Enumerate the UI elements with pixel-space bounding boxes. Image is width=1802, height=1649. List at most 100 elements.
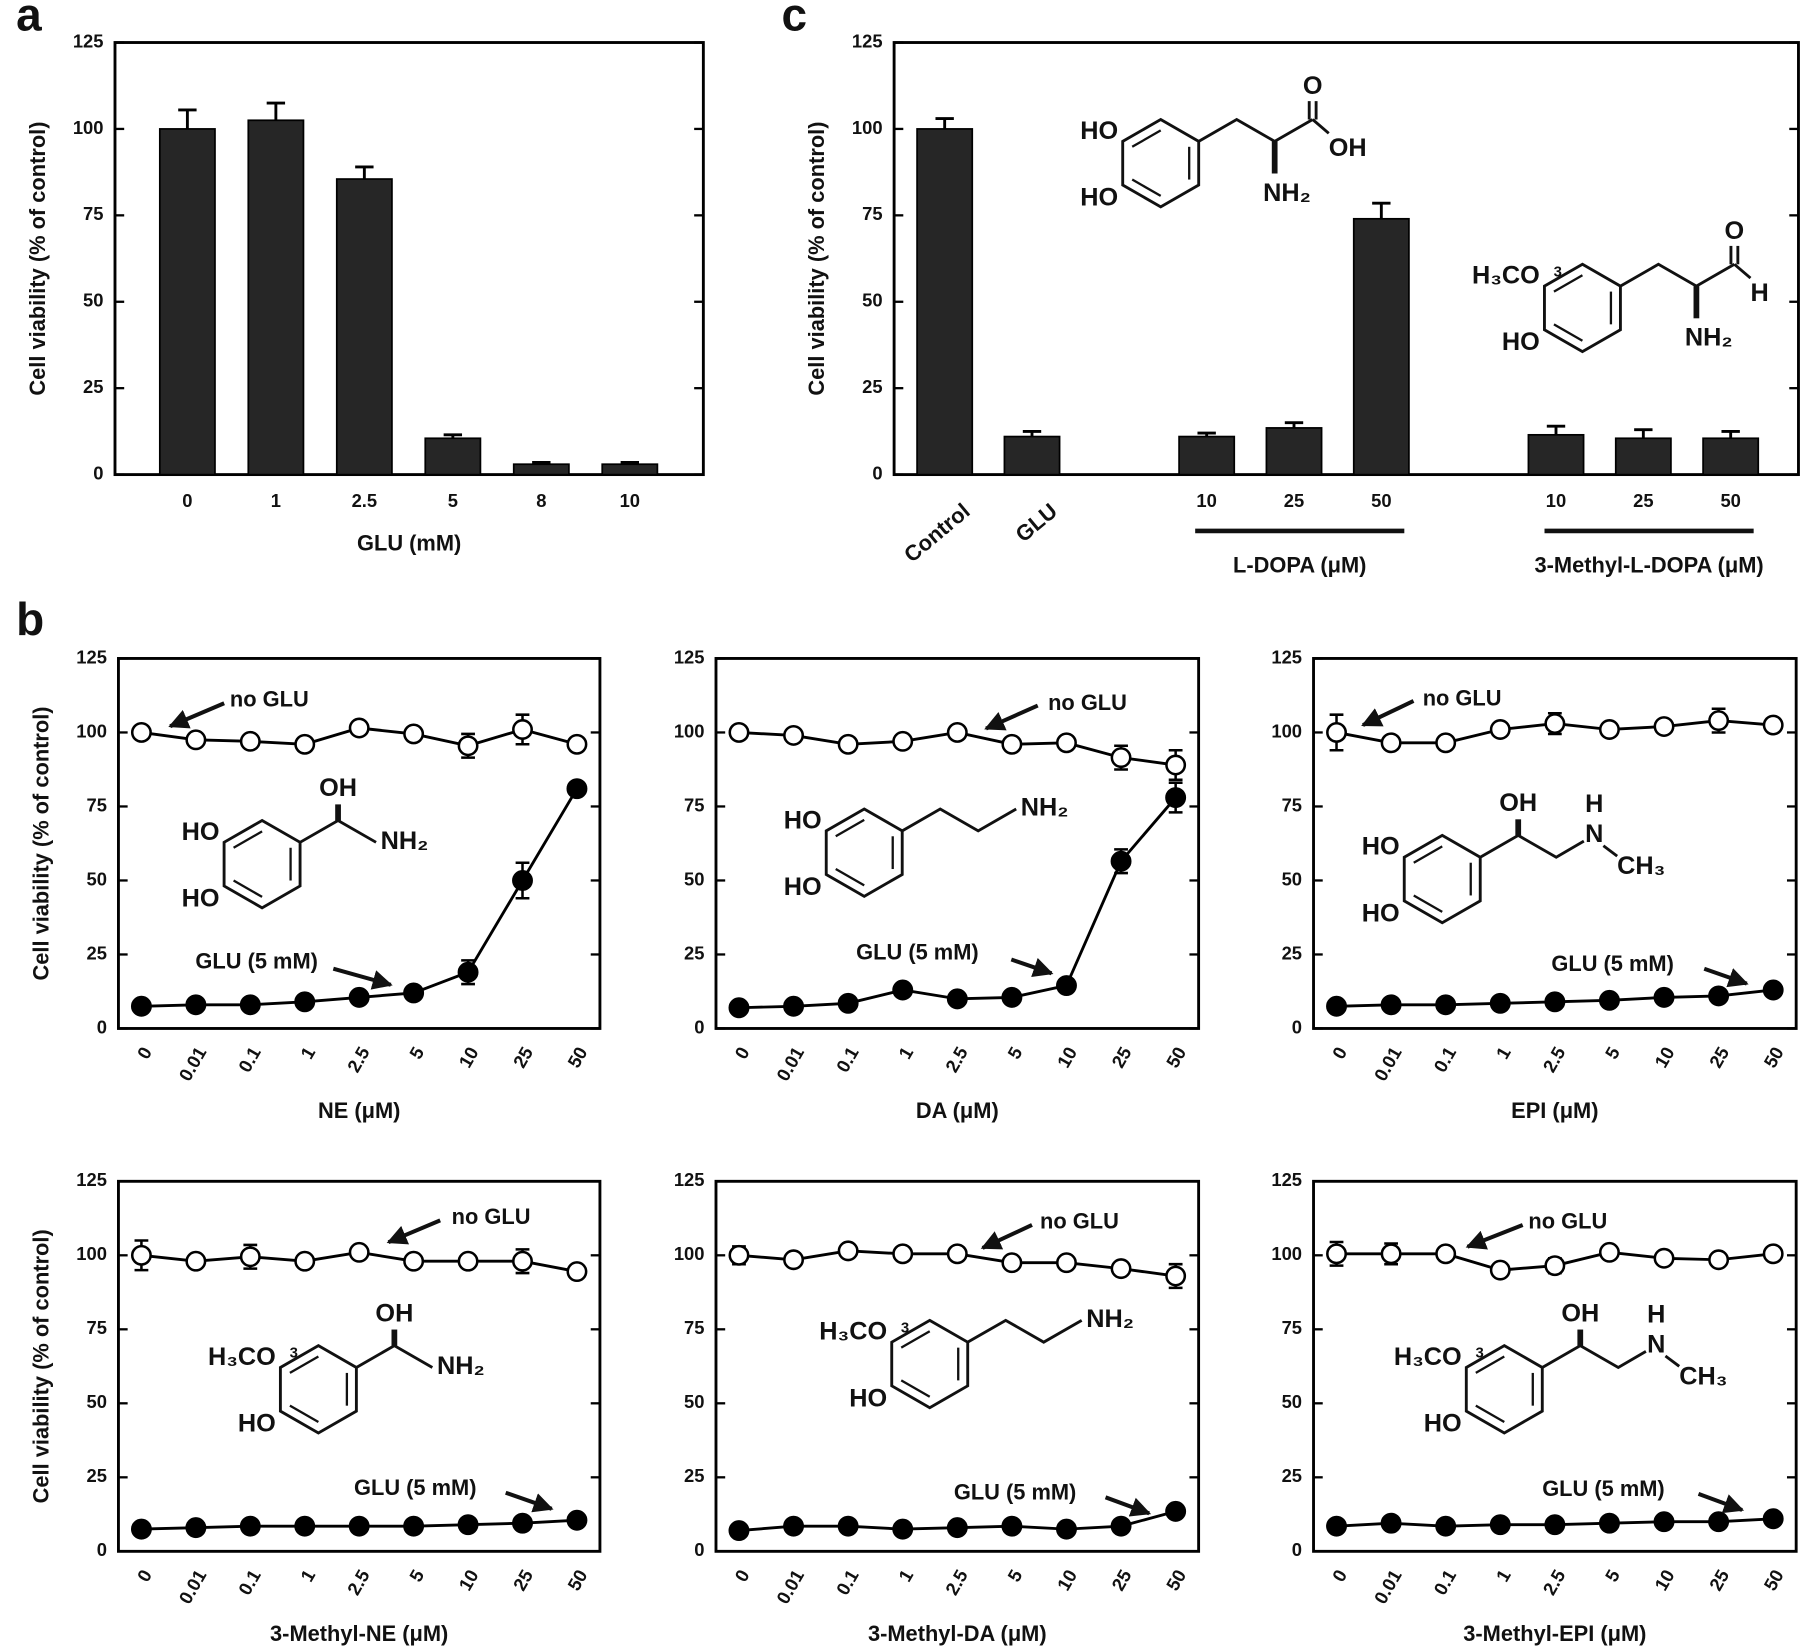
data-point (1653, 1247, 1675, 1269)
y-tick-label: 25 (86, 942, 106, 963)
double-bond (233, 830, 263, 849)
y-tick-label: 0 (694, 1016, 704, 1037)
data-point (1489, 992, 1511, 1014)
structure-label: NH₂ (1263, 179, 1311, 207)
label-arrow (1104, 1495, 1152, 1517)
data-point (348, 986, 370, 1008)
x-tick-label: 5 (1601, 1043, 1624, 1062)
data-point (512, 719, 533, 740)
data-point (1435, 1515, 1457, 1537)
double-bond (1413, 894, 1443, 913)
data-point (1001, 1515, 1023, 1537)
data-point (294, 1250, 316, 1272)
x-tick-label: 1 (1492, 1566, 1515, 1585)
x-tick-label: 10 (1053, 1566, 1081, 1594)
data-point (457, 1514, 479, 1536)
y-tick-label: 125 (73, 30, 104, 51)
y-tick-label: 125 (76, 1169, 107, 1190)
x-tick-label: 1 (1492, 1043, 1515, 1062)
structure-label: HO (1362, 833, 1400, 861)
data-point (837, 733, 859, 755)
bar (158, 128, 216, 476)
data-point (783, 724, 805, 746)
x-tick-label: 50 (563, 1043, 591, 1071)
x-tick-label: 2.5 (941, 1566, 972, 1599)
structure-label: NH₂ (381, 827, 429, 855)
x-tick-label: 0.01 (1370, 1566, 1406, 1607)
bond (1664, 1354, 1681, 1368)
y-tick-label: 75 (86, 794, 106, 815)
data-point (892, 979, 914, 1001)
error-bar (620, 461, 639, 465)
x-tick-label: 25 (1705, 1043, 1733, 1071)
y-axis-label: Cell viability (% of control) (804, 122, 829, 396)
data-point (728, 1520, 750, 1542)
double-bond (1131, 178, 1162, 197)
data-point (783, 1515, 805, 1537)
data-point (1435, 732, 1457, 754)
x-tick-label: 50 (1371, 490, 1391, 511)
error-bar (1022, 429, 1042, 437)
panel-label: c (781, 0, 807, 41)
data-point (837, 992, 859, 1014)
y-tick-label: 75 (862, 203, 882, 224)
plot-frame (117, 657, 602, 1030)
x-tick-label: 50 (1162, 1566, 1190, 1594)
x-axis-label: 3-Methyl-NE (μM) (270, 1621, 448, 1646)
y-tick-label: 50 (1282, 868, 1302, 889)
y-tick-label: 100 (852, 117, 883, 138)
benzene-ring (222, 818, 302, 910)
data-point (185, 1517, 207, 1539)
data-point (1598, 1512, 1620, 1534)
data-point (403, 982, 425, 1004)
series-label: no GLU (1048, 690, 1127, 715)
x-tick-label: 0.1 (1429, 1566, 1460, 1599)
x-tick-label: 1 (271, 490, 281, 511)
panel-label: b (16, 593, 44, 645)
data-point (1165, 787, 1187, 809)
double-bond (233, 879, 263, 898)
data-point (1435, 994, 1457, 1016)
data-point (1056, 732, 1077, 754)
y-tick-label: 50 (684, 868, 704, 889)
data-point (1708, 985, 1730, 1007)
bond (1541, 1343, 1647, 1370)
bar (1003, 435, 1061, 476)
error-bar (266, 101, 286, 121)
x-tick-label: 50 (1720, 490, 1740, 511)
bond (1479, 833, 1585, 859)
x-tick-label: 5 (448, 490, 458, 511)
data-point (1653, 1511, 1675, 1533)
bar (1527, 433, 1585, 476)
x-tick-label: 0 (133, 1566, 156, 1585)
x-tick-label: 25 (1284, 490, 1304, 511)
data-point (566, 778, 588, 800)
double-bond (1553, 274, 1584, 293)
structure-label: OH (1499, 789, 1537, 817)
data-point (1326, 1243, 1347, 1265)
data-point (837, 1515, 859, 1537)
x-tick-label: 10 (1053, 1043, 1081, 1071)
y-axis-label: Cell viability (% of control) (28, 706, 53, 980)
data-point (403, 1250, 425, 1272)
structure-label: HO (784, 873, 822, 901)
y-tick-label: 125 (674, 646, 705, 667)
x-tick-label: 8 (536, 490, 546, 511)
x-tick-label: 0.1 (234, 1043, 265, 1076)
label-arrow (1703, 966, 1749, 988)
data-point (130, 995, 152, 1017)
x-tick-label: 10 (1546, 490, 1566, 511)
double-bond (1475, 1355, 1505, 1374)
series-label: GLU (5 mM) (1551, 951, 1673, 976)
plot-frame (714, 657, 1201, 1030)
series-label: GLU (5 mM) (856, 940, 978, 965)
data-point (1598, 1241, 1620, 1263)
plot-frame (1312, 657, 1798, 1030)
data-point (1544, 1255, 1566, 1277)
y-tick-label: 100 (76, 1243, 107, 1264)
data-point (1708, 1511, 1730, 1533)
x-tick-label: 25 (1107, 1566, 1135, 1594)
series-label: no GLU (230, 687, 309, 712)
series-label: GLU (5 mM) (195, 949, 317, 974)
